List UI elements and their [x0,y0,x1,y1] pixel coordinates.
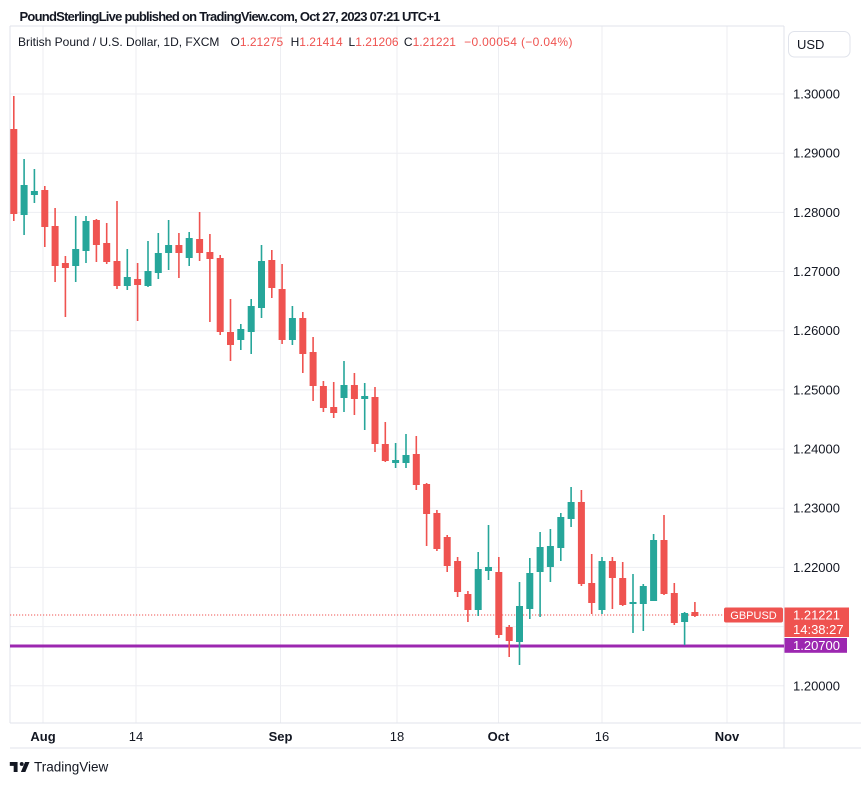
svg-text:18: 18 [390,729,404,744]
svg-text:Nov: Nov [715,729,740,744]
svg-text:Sep: Sep [269,729,293,744]
svg-text:1.21221: 1.21221 [793,608,840,623]
svg-text:Oct: Oct [488,729,510,744]
svg-text:1.25000: 1.25000 [793,382,840,397]
svg-text:1.22000: 1.22000 [793,560,840,575]
svg-text:1.20700: 1.20700 [793,638,840,653]
svg-text:1.20000: 1.20000 [793,678,840,693]
svg-text:14: 14 [129,729,143,744]
svg-text:GBPUSD: GBPUSD [730,610,777,622]
svg-text:14:38:27: 14:38:27 [793,622,844,637]
svg-text:TradingView: TradingView [34,760,109,775]
svg-text:USD: USD [797,37,824,52]
svg-text:1.28000: 1.28000 [793,205,840,220]
svg-text:1.26000: 1.26000 [793,323,840,338]
svg-text:1.27000: 1.27000 [793,264,840,279]
svg-text:1.30000: 1.30000 [793,87,840,102]
svg-text:Aug: Aug [30,729,55,744]
svg-text:16: 16 [595,729,609,744]
svg-text:1.24000: 1.24000 [793,442,840,457]
svg-text:1.23000: 1.23000 [793,501,840,516]
svg-text:1.29000: 1.29000 [793,146,840,161]
